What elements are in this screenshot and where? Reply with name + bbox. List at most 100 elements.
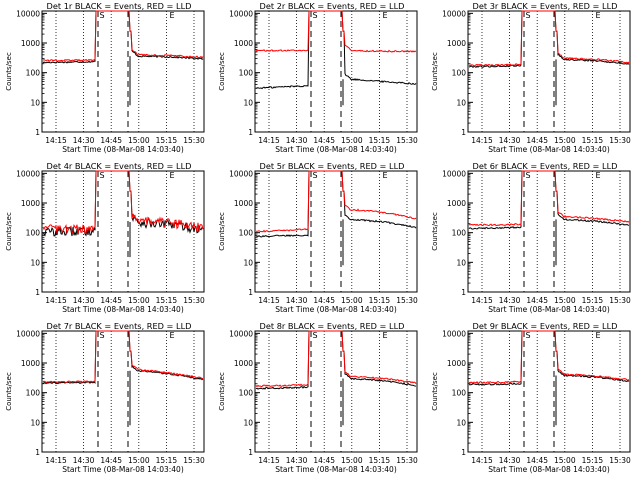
y-tick-label: 10 <box>243 418 253 427</box>
y-tick-label: 100 <box>239 389 254 398</box>
x-tick-label: 15:15 <box>369 136 391 145</box>
x-tick-label: 14:15 <box>45 296 67 305</box>
detector-panel-8: Det 8r BLACK = Events, RED = LLD 1 10 100 10… <box>213 320 426 480</box>
y-tick-label: 10 <box>243 98 253 107</box>
lld-series-red <box>255 10 417 53</box>
y-tick-label: 10 <box>456 98 466 107</box>
detector-chart-2: Det 2r BLACK = Events, RED = LLD 1 10 100 10… <box>218 1 418 154</box>
start-marker: S <box>312 331 317 340</box>
x-tick-label: 15:00 <box>128 456 150 465</box>
x-axis-label: Start Time (08-Mar-08 14:03:40) <box>62 145 184 154</box>
y-tick-label: 100 <box>239 229 254 238</box>
y-tick-label: 1 <box>35 288 40 297</box>
x-tick-label: 14:45 <box>100 296 122 305</box>
x-tick-label: 15:30 <box>609 136 631 145</box>
y-axis-label: Counts/sec <box>5 52 13 91</box>
start-marker: S <box>525 331 530 340</box>
chart-title: Det 1r BLACK = Events, RED = LLD <box>47 1 192 11</box>
chart-title: Det 6r BLACK = Events, RED = LLD <box>473 161 618 171</box>
y-tick-label: 1000 <box>21 359 40 368</box>
x-tick-label: 14:45 <box>526 296 548 305</box>
y-tick-label: 10000 <box>442 329 466 338</box>
x-tick-label: 14:30 <box>499 136 521 145</box>
plot-frame <box>41 330 205 453</box>
plot-frame <box>467 330 631 453</box>
events-series-black <box>42 170 204 237</box>
lld-series-red <box>255 330 417 388</box>
detector-chart-8: Det 8r BLACK = Events, RED = LLD 1 10 100 10… <box>218 321 418 474</box>
start-marker: S <box>312 11 317 20</box>
x-tick-label: 15:00 <box>554 456 576 465</box>
detector-panel-9: Det 9r BLACK = Events, RED = LLD 1 10 100 10… <box>426 320 639 480</box>
x-tick-label: 15:00 <box>341 456 363 465</box>
x-axis-label: Start Time (08-Mar-08 14:03:40) <box>488 145 610 154</box>
y-tick-label: 100 <box>26 229 41 238</box>
lld-series-red <box>42 330 204 384</box>
y-tick-label: 100 <box>452 389 467 398</box>
events-series-black <box>468 170 630 230</box>
y-tick-label: 10 <box>30 258 40 267</box>
x-tick-label: 14:45 <box>100 456 122 465</box>
y-tick-label: 1000 <box>234 39 253 48</box>
y-tick-label: 10000 <box>229 169 253 178</box>
x-tick-label: 15:15 <box>582 136 604 145</box>
detector-chart-4: Det 4r BLACK = Events, RED = LLD 1 10 100 10… <box>5 161 205 314</box>
lld-series-red <box>468 10 630 67</box>
y-tick-label: 10000 <box>442 169 466 178</box>
plot-frame <box>467 10 631 133</box>
detector-panel-5: Det 5r BLACK = Events, RED = LLD 1 10 100 10… <box>213 160 426 320</box>
x-tick-label: 14:15 <box>471 136 493 145</box>
y-axis-label: Counts/sec <box>218 372 226 411</box>
start-marker: S <box>312 171 317 180</box>
y-tick-label: 1000 <box>447 359 466 368</box>
x-tick-label: 14:45 <box>313 296 335 305</box>
detector-chart-3: Det 3r BLACK = Events, RED = LLD 1 10 100 10… <box>431 1 631 154</box>
y-tick-label: 1000 <box>447 199 466 208</box>
x-tick-label: 14:30 <box>73 296 95 305</box>
x-tick-label: 14:30 <box>499 296 521 305</box>
detector-chart-7: Det 7r BLACK = Events, RED = LLD 1 10 100 10… <box>5 321 205 474</box>
y-tick-label: 10 <box>30 98 40 107</box>
plot-frame <box>467 170 631 293</box>
x-tick-label: 14:30 <box>286 456 308 465</box>
y-axis-label: Counts/sec <box>431 52 439 91</box>
x-axis-label: Start Time (08-Mar-08 14:03:40) <box>275 465 397 474</box>
plot-frame <box>254 170 418 293</box>
x-tick-label: 15:15 <box>156 136 178 145</box>
x-tick-label: 15:30 <box>609 456 631 465</box>
events-series-black <box>42 10 204 64</box>
detector-chart-1: Det 1r BLACK = Events, RED = LLD 1 10 100 10… <box>5 1 205 154</box>
plot-frame <box>254 330 418 453</box>
y-tick-label: 1 <box>248 128 253 137</box>
x-tick-label: 15:30 <box>396 136 418 145</box>
plot-frame <box>41 10 205 133</box>
end-marker: E <box>382 171 387 180</box>
x-tick-label: 15:00 <box>128 136 150 145</box>
end-marker: E <box>169 171 174 180</box>
x-tick-label: 15:15 <box>582 296 604 305</box>
y-tick-label: 10000 <box>16 329 40 338</box>
y-tick-label: 10000 <box>229 9 253 18</box>
x-axis-label: Start Time (08-Mar-08 14:03:40) <box>488 305 610 314</box>
x-tick-label: 15:00 <box>128 296 150 305</box>
y-tick-label: 1 <box>248 448 253 457</box>
end-marker: E <box>382 11 387 20</box>
events-series-black <box>255 330 417 390</box>
lld-series-red <box>468 170 630 227</box>
y-tick-label: 1 <box>461 288 466 297</box>
y-axis-label: Counts/sec <box>5 212 13 251</box>
x-tick-label: 14:15 <box>471 456 493 465</box>
y-tick-label: 10000 <box>442 9 466 18</box>
y-tick-label: 100 <box>26 69 41 78</box>
chart-title: Det 3r BLACK = Events, RED = LLD <box>473 1 618 11</box>
y-tick-label: 1 <box>461 448 466 457</box>
lld-series-red <box>42 170 204 234</box>
x-tick-label: 15:00 <box>554 296 576 305</box>
y-tick-label: 1000 <box>234 359 253 368</box>
x-tick-label: 14:15 <box>258 456 280 465</box>
events-series-black <box>255 170 417 238</box>
start-marker: S <box>99 11 104 20</box>
y-tick-label: 10000 <box>16 9 40 18</box>
end-marker: E <box>595 331 600 340</box>
